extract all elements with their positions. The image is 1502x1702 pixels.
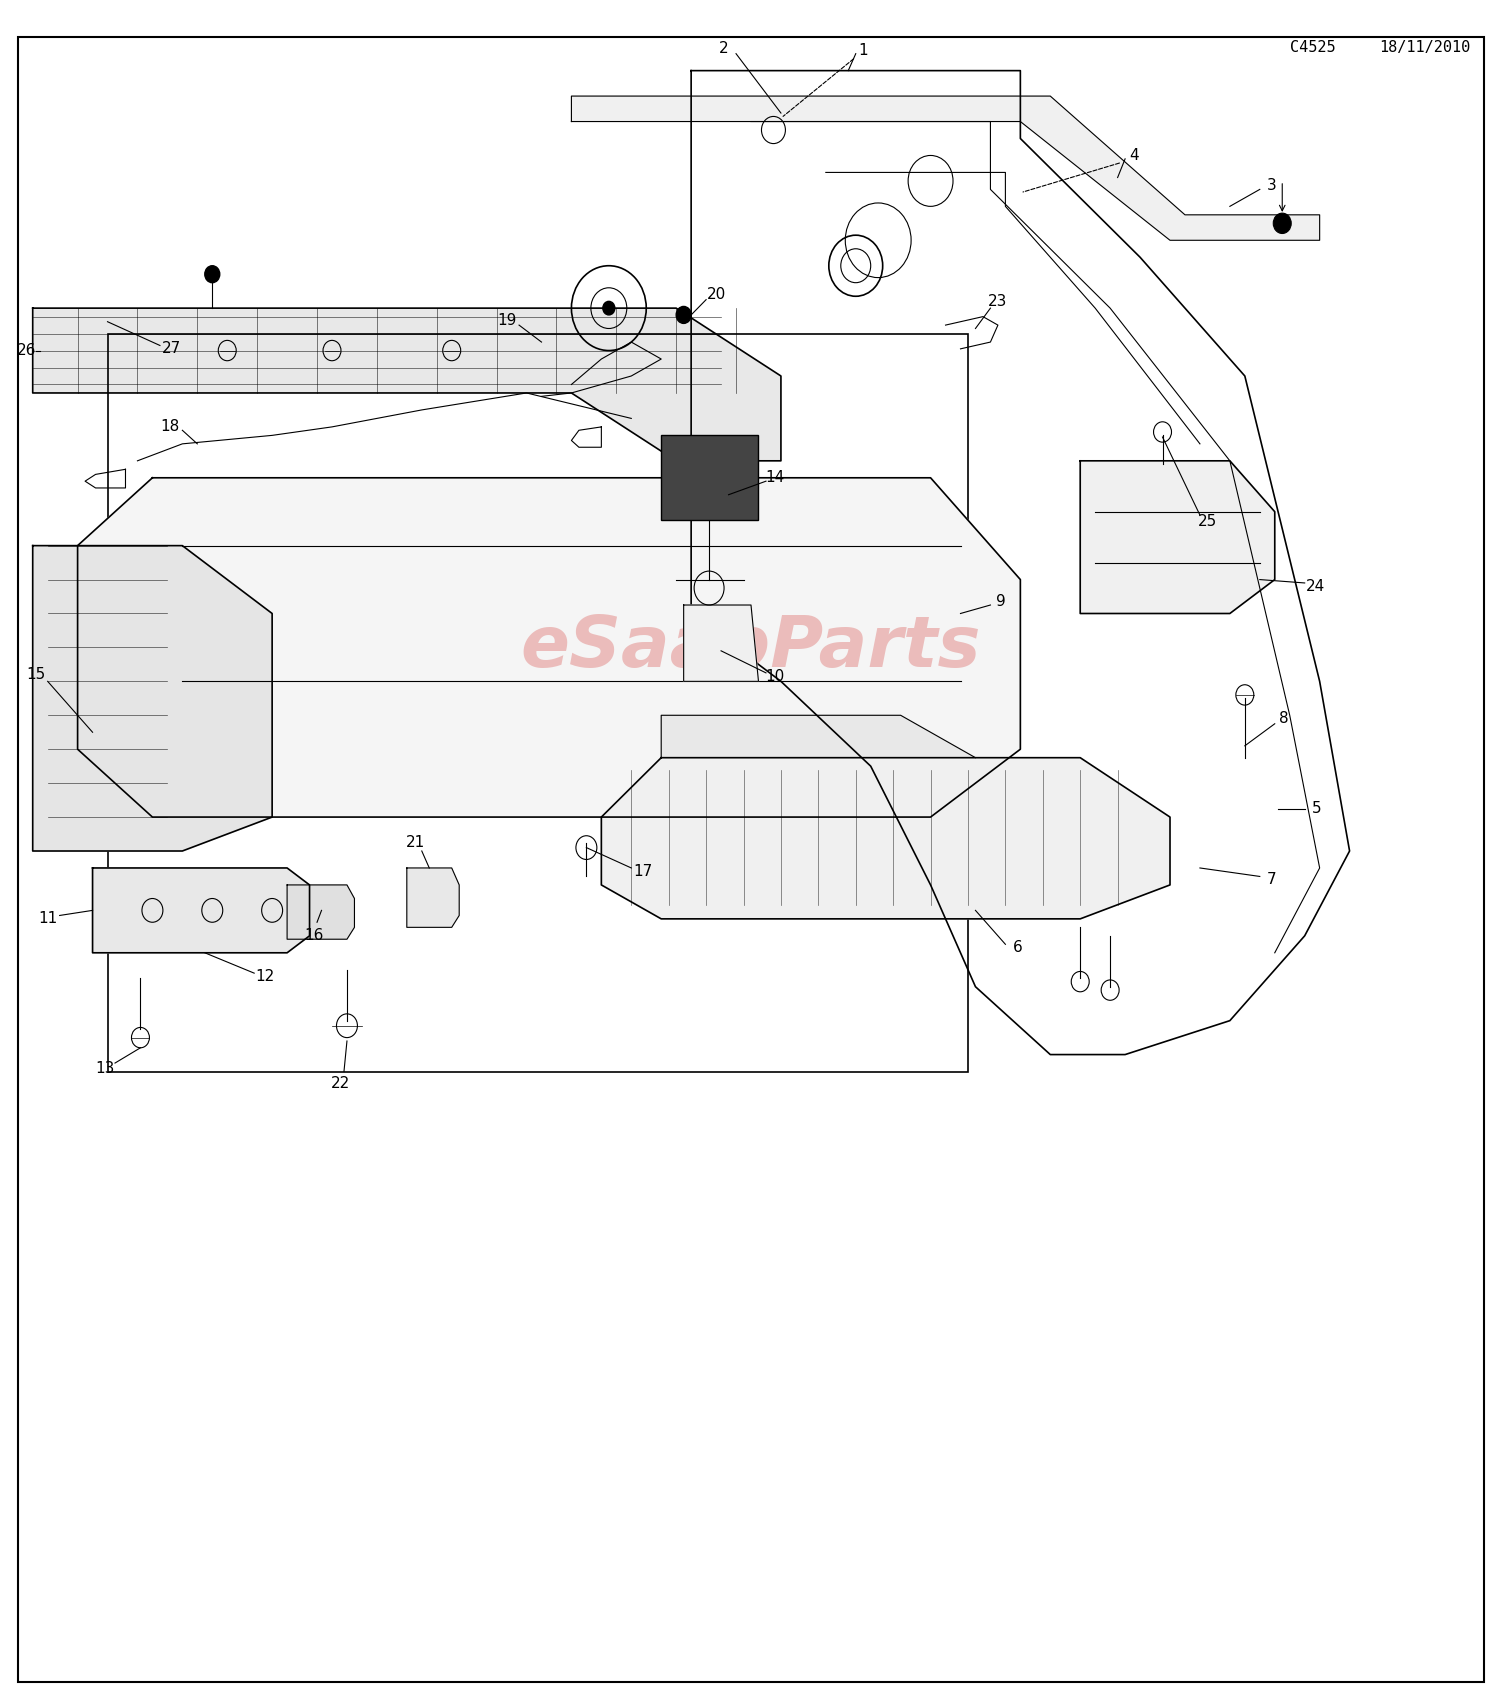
- Polygon shape: [407, 868, 460, 928]
- Text: 1: 1: [859, 43, 868, 58]
- Polygon shape: [33, 308, 781, 461]
- Polygon shape: [683, 604, 759, 681]
- Text: 14: 14: [766, 470, 784, 485]
- Polygon shape: [601, 757, 1170, 919]
- Polygon shape: [571, 95, 1320, 240]
- Text: 6: 6: [1012, 940, 1023, 955]
- Polygon shape: [93, 868, 309, 953]
- Bar: [661, 436, 759, 521]
- Circle shape: [1274, 213, 1292, 233]
- Text: eSaabParts: eSaabParts: [521, 613, 981, 683]
- Text: 17: 17: [634, 865, 653, 878]
- Text: 18: 18: [161, 419, 180, 434]
- Text: 18/11/2010: 18/11/2010: [1379, 41, 1470, 54]
- Polygon shape: [1080, 461, 1275, 613]
- Circle shape: [204, 266, 219, 283]
- Text: 22: 22: [332, 1076, 350, 1091]
- Text: 3: 3: [1266, 179, 1277, 194]
- Polygon shape: [33, 546, 272, 851]
- Text: 8: 8: [1278, 711, 1289, 727]
- Text: 10: 10: [766, 669, 784, 684]
- Text: 11: 11: [38, 911, 57, 926]
- Text: 23: 23: [988, 294, 1008, 308]
- Text: 7: 7: [1268, 873, 1277, 887]
- Text: 25: 25: [1197, 514, 1217, 529]
- Text: 12: 12: [255, 968, 275, 984]
- Text: 21: 21: [406, 836, 425, 849]
- Text: C4525: C4525: [1290, 41, 1335, 54]
- Bar: [108, 334, 967, 1072]
- Text: 24: 24: [1305, 579, 1325, 594]
- Polygon shape: [78, 478, 1020, 817]
- Text: 4: 4: [1130, 148, 1139, 163]
- Circle shape: [602, 301, 614, 315]
- Text: 15: 15: [26, 667, 45, 683]
- Text: 13: 13: [95, 1060, 114, 1076]
- Polygon shape: [287, 885, 354, 940]
- Text: 2: 2: [719, 41, 728, 56]
- Text: 27: 27: [162, 342, 182, 356]
- Text: 5: 5: [1311, 802, 1322, 815]
- Text: 9: 9: [996, 594, 1006, 609]
- Text: 26: 26: [17, 344, 36, 357]
- Polygon shape: [661, 715, 975, 757]
- Text: 20: 20: [707, 288, 725, 301]
- Text: 16: 16: [305, 928, 324, 943]
- Circle shape: [676, 306, 691, 323]
- Text: 19: 19: [497, 313, 517, 327]
